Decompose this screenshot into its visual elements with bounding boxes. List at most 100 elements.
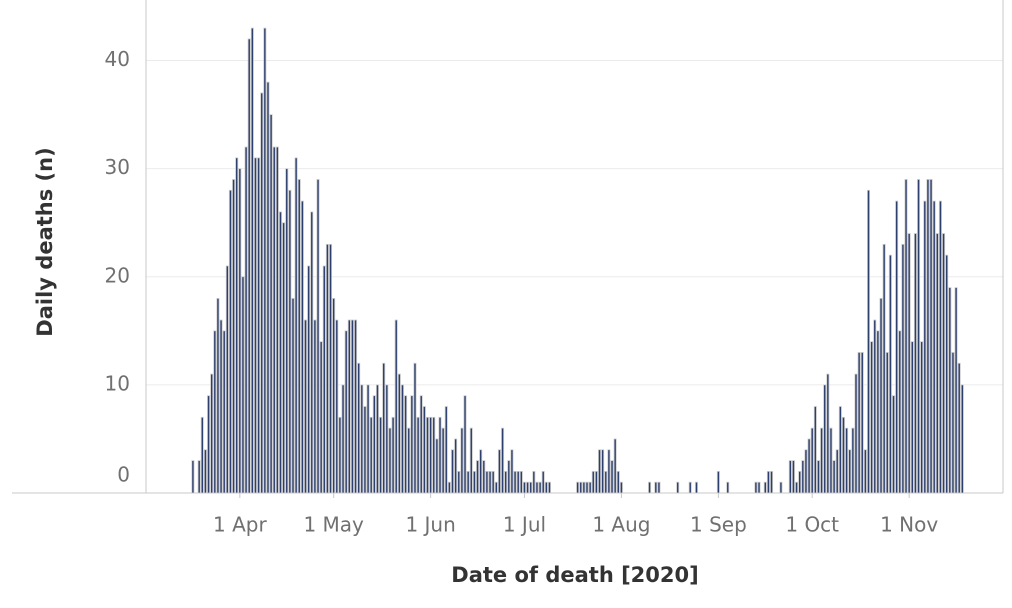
bar xyxy=(576,481,580,494)
bar xyxy=(488,470,492,494)
bar xyxy=(447,481,451,494)
bar xyxy=(413,362,417,494)
bar xyxy=(357,362,361,494)
bar xyxy=(463,395,467,494)
bar xyxy=(197,460,201,494)
bar xyxy=(926,179,930,494)
bar xyxy=(820,427,824,494)
y-axis-title: Daily deaths (n) xyxy=(33,147,57,336)
bar xyxy=(372,395,376,494)
bar xyxy=(519,470,523,494)
bar xyxy=(932,200,936,494)
bar xyxy=(694,481,698,494)
bar xyxy=(400,384,404,494)
bar xyxy=(304,319,308,494)
bar xyxy=(235,157,239,494)
bar xyxy=(854,373,858,494)
bar xyxy=(538,481,542,494)
bar xyxy=(601,449,605,494)
bar xyxy=(807,438,811,494)
bar xyxy=(816,460,820,494)
bar xyxy=(845,427,849,494)
bar xyxy=(726,481,730,494)
bar xyxy=(232,179,236,494)
bar xyxy=(676,481,680,494)
bar xyxy=(272,146,276,494)
bar xyxy=(247,38,251,494)
bar xyxy=(335,319,339,494)
bar xyxy=(444,406,448,494)
x-axis-title: Date of death [2020] xyxy=(451,563,698,587)
bar xyxy=(278,211,282,494)
bar xyxy=(607,449,611,494)
bar xyxy=(826,373,830,494)
bar xyxy=(594,470,598,494)
bar xyxy=(363,406,367,494)
bar xyxy=(297,179,301,494)
bar xyxy=(216,297,220,494)
bar xyxy=(526,481,530,494)
bar xyxy=(516,470,520,494)
bar xyxy=(835,449,839,494)
bar xyxy=(466,470,470,494)
bar xyxy=(404,395,408,494)
bar xyxy=(510,449,514,494)
bar xyxy=(285,168,289,494)
bar xyxy=(829,427,833,494)
bar xyxy=(522,481,526,494)
bar xyxy=(307,265,311,494)
bar xyxy=(917,179,921,494)
bar xyxy=(688,481,692,494)
bar xyxy=(479,449,483,494)
bar xyxy=(823,384,827,494)
bar xyxy=(791,460,795,494)
bar xyxy=(203,449,207,494)
bar xyxy=(316,179,320,494)
bar xyxy=(757,481,761,494)
bar xyxy=(419,395,423,494)
bar xyxy=(657,481,661,494)
bar xyxy=(213,330,217,494)
bar xyxy=(513,470,517,494)
bar xyxy=(654,481,658,494)
bar xyxy=(225,265,229,494)
bar xyxy=(469,427,473,494)
bar xyxy=(610,460,614,494)
bar xyxy=(269,114,273,494)
bar xyxy=(451,449,455,494)
bar xyxy=(375,384,379,494)
bar xyxy=(913,233,917,494)
bar xyxy=(250,27,254,494)
bar xyxy=(263,27,267,494)
bar xyxy=(795,481,799,494)
bar xyxy=(838,406,842,494)
x-tick-label: 1 Apr xyxy=(213,513,267,537)
bar xyxy=(867,189,871,494)
bar xyxy=(244,146,248,494)
bar xyxy=(329,243,333,494)
bar xyxy=(332,297,336,494)
bar xyxy=(648,481,652,494)
bar xyxy=(895,200,899,494)
bar xyxy=(191,460,195,494)
bar xyxy=(501,427,505,494)
bar xyxy=(379,416,383,494)
bar xyxy=(200,416,204,494)
bar xyxy=(222,330,226,494)
bar xyxy=(454,438,458,494)
x-tick-label: 1 Sep xyxy=(690,513,747,537)
bar xyxy=(901,243,905,494)
bar xyxy=(260,92,264,494)
bar xyxy=(951,352,955,494)
bar xyxy=(369,416,373,494)
bar xyxy=(960,384,964,494)
bar xyxy=(873,319,877,494)
bar xyxy=(241,276,245,494)
bar xyxy=(529,481,533,494)
bar xyxy=(407,427,411,494)
bar xyxy=(885,352,889,494)
bar xyxy=(770,470,774,494)
y-tick-label: 0 xyxy=(117,463,130,487)
bar xyxy=(210,373,214,494)
bar xyxy=(394,319,398,494)
